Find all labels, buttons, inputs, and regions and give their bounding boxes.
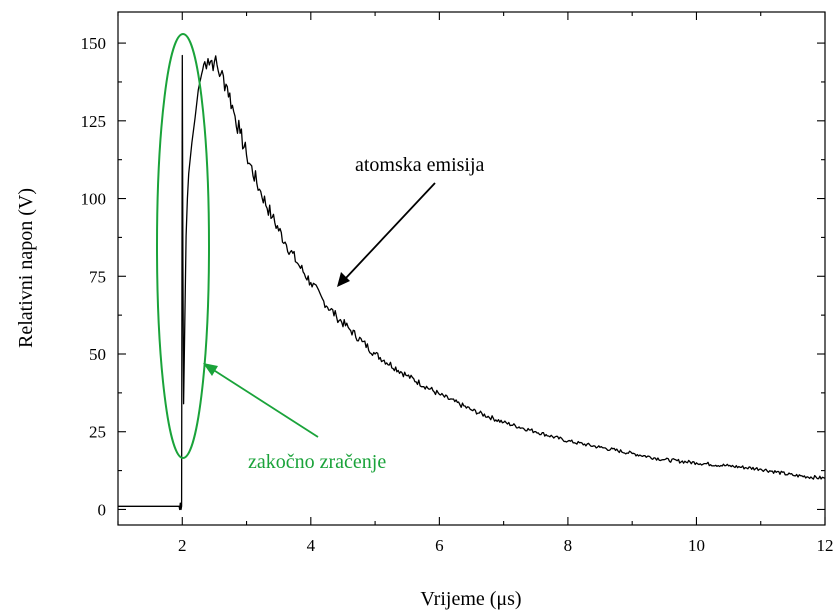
series-line (118, 54, 826, 511)
arrowhead (203, 363, 218, 376)
annotation-label: atomska emisija (355, 154, 485, 176)
plot-frame (117, 11, 826, 526)
x-tick-label: 2 (178, 536, 187, 555)
y-tick-label: 25 (89, 423, 106, 442)
annotation-label: zakočno zračenje (248, 451, 386, 473)
x-axis-title: Vrijeme (μs) (420, 588, 521, 610)
x-tick-label: 10 (688, 536, 705, 555)
y-tick-label: 50 (89, 345, 106, 364)
x-tick-label: 8 (564, 536, 573, 555)
y-axis-title: Relativni napon (V) (15, 188, 37, 348)
arrowhead (337, 272, 350, 287)
annotation-atomic-emission: atomska emisija (337, 154, 485, 287)
arrow-line (344, 182, 436, 280)
annotation-bremsstrahlung: zakočno zračenje (203, 363, 386, 473)
x-tick-label: 6 (435, 536, 444, 555)
y-tick-label: 125 (81, 112, 107, 131)
highlight-ellipse (156, 33, 210, 459)
y-tick-label: 0 (98, 500, 107, 519)
x-tick-label: 4 (307, 536, 316, 555)
axis-ticks (117, 12, 826, 525)
y-tick-label: 150 (81, 34, 107, 53)
x-tick-label: 12 (817, 536, 834, 555)
y-tick-label: 75 (89, 267, 106, 286)
arrow-line (211, 368, 319, 438)
y-tick-label: 100 (81, 190, 107, 209)
axis-tick-labels: 2 4 6 8 10 12 0 25 50 75 100 125 150 (81, 34, 834, 555)
